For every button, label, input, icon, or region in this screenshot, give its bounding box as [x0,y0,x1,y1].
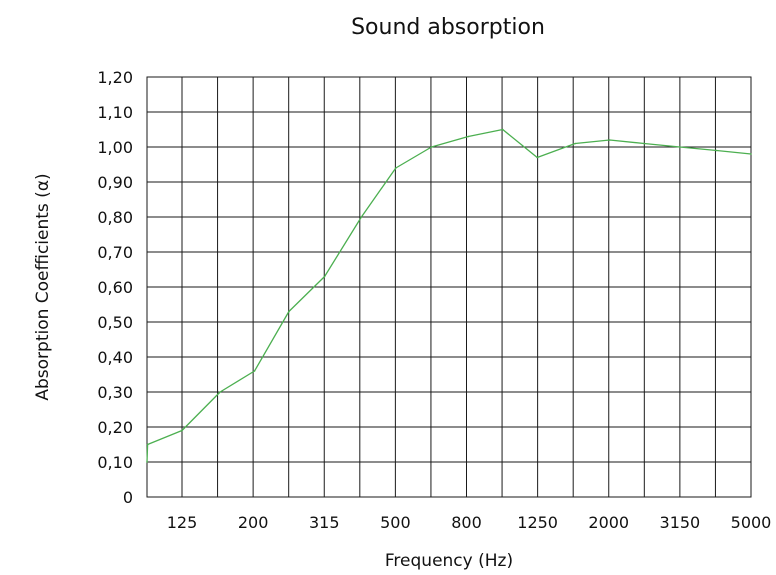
x-tick-label: 315 [309,513,340,532]
y-tick-label: 0,90 [97,173,133,192]
data-point [678,146,681,148]
y-tick-label: 0,30 [97,383,133,402]
x-tick-label: 5000 [731,513,772,532]
data-point [219,391,221,393]
x-tick-label: 1250 [517,513,558,532]
series-line [146,128,752,463]
data-point [750,153,752,155]
y-tick-label: 0,50 [97,313,133,332]
data-point [536,156,538,159]
data-point [146,461,148,463]
data-point [715,149,718,152]
x-tick-label: 3150 [660,513,701,532]
y-axis-ticks: 0 0,10 0,20 0,30 0,40 0,50 0,60 0,70 0,80 0,90 1,0… [97,68,133,507]
data-point [323,275,326,278]
y-tick-label: 0,60 [97,278,133,297]
x-tick-label: 800 [451,513,482,532]
data-point [395,167,397,169]
x-tick-label: 200 [238,513,269,532]
y-tick-label: 0,70 [97,243,133,262]
grid [147,76,751,498]
data-point [288,310,290,313]
data-point [253,370,256,372]
data-point [146,443,149,446]
y-tick-label: 0,10 [97,453,133,472]
x-tick-label: 500 [380,513,411,532]
data-point [430,146,433,148]
data-point [608,139,611,141]
data-point [643,142,645,145]
x-axis-label: Frequency (Hz) [385,551,513,571]
y-axis-label: Absorption Coefficients (α) [33,173,53,400]
data-point [181,429,183,432]
data-point [574,142,577,145]
y-tick-label: 1,20 [97,68,133,87]
x-axis-ticks: 125 200 315 500 800 1250 2000 3150 5000 [167,513,772,532]
chart-title: Sound absorption [351,15,545,40]
data-point [467,135,470,138]
series-layer [146,128,752,463]
data-point [360,216,363,218]
y-tick-label: 0,20 [97,418,133,437]
y-tick-label: 0,40 [97,348,133,367]
data-point [501,128,504,131]
y-tick-label: 1,00 [97,138,133,157]
x-tick-label: 125 [167,513,198,532]
y-tick-label: 0 [123,488,133,507]
y-tick-label: 0,80 [97,208,133,227]
x-tick-label: 2000 [588,513,629,532]
y-tick-label: 1,10 [97,103,133,122]
plot-frame [146,76,752,498]
